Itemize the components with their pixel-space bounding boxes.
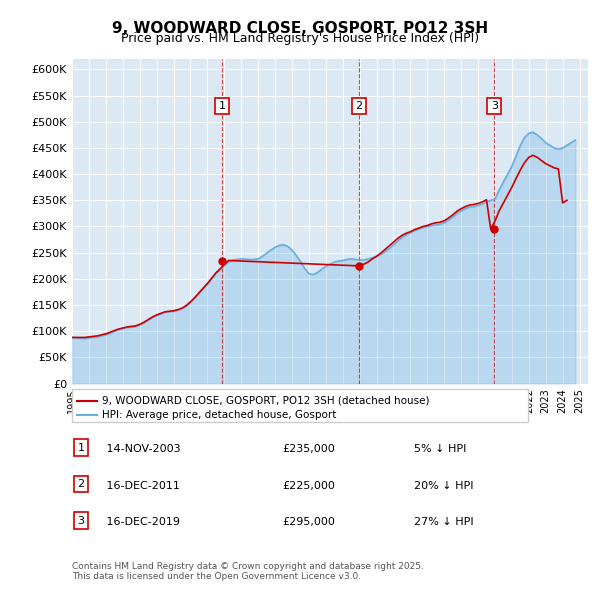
Text: Contains HM Land Registry data © Crown copyright and database right 2025.
This d: Contains HM Land Registry data © Crown c… bbox=[72, 562, 424, 581]
Text: 1: 1 bbox=[77, 442, 85, 453]
Text: HPI: Average price, detached house, Gosport: HPI: Average price, detached house, Gosp… bbox=[101, 411, 336, 420]
Text: 9, WOODWARD CLOSE, GOSPORT, PO12 3SH (detached house): 9, WOODWARD CLOSE, GOSPORT, PO12 3SH (de… bbox=[101, 396, 429, 406]
Text: 27% ↓ HPI: 27% ↓ HPI bbox=[414, 517, 473, 527]
Text: £225,000: £225,000 bbox=[282, 481, 335, 490]
Text: £295,000: £295,000 bbox=[282, 517, 335, 527]
Text: 16-DEC-2011: 16-DEC-2011 bbox=[96, 481, 180, 490]
Text: 14-NOV-2003: 14-NOV-2003 bbox=[96, 444, 181, 454]
Text: 3: 3 bbox=[491, 101, 498, 111]
Text: 5% ↓ HPI: 5% ↓ HPI bbox=[414, 444, 466, 454]
Text: 16-DEC-2019: 16-DEC-2019 bbox=[96, 517, 180, 527]
Text: 3: 3 bbox=[77, 516, 85, 526]
Text: Price paid vs. HM Land Registry's House Price Index (HPI): Price paid vs. HM Land Registry's House … bbox=[121, 32, 479, 45]
Text: 9, WOODWARD CLOSE, GOSPORT, PO12 3SH: 9, WOODWARD CLOSE, GOSPORT, PO12 3SH bbox=[112, 21, 488, 35]
Text: 2: 2 bbox=[77, 479, 85, 489]
Text: 20% ↓ HPI: 20% ↓ HPI bbox=[414, 481, 473, 490]
Text: 2: 2 bbox=[355, 101, 362, 111]
Text: £235,000: £235,000 bbox=[282, 444, 335, 454]
FancyBboxPatch shape bbox=[72, 389, 528, 422]
Text: 1: 1 bbox=[218, 101, 226, 111]
